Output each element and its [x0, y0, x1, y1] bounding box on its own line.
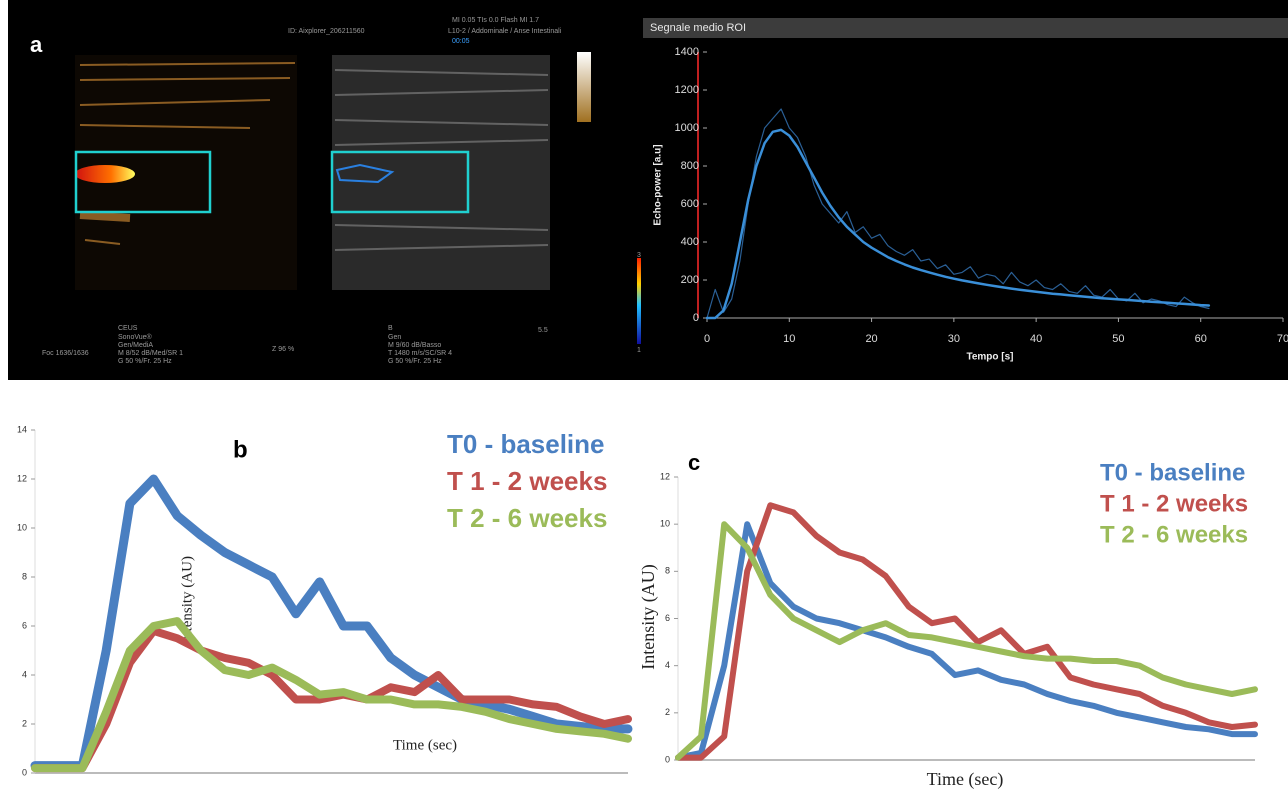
y-tick-label: 8: [665, 566, 670, 576]
y-tick-label: 1400: [675, 46, 699, 58]
y-tick-label: 2: [665, 707, 670, 717]
series-line: [31, 626, 632, 773]
overlay-text: SonoVue®: [118, 333, 153, 341]
x-tick-label: 20: [865, 333, 877, 345]
y-tick-label: 2: [22, 718, 27, 728]
y-tick-label: 12: [17, 473, 27, 483]
legend-entry: T 1 - 2 weeks: [447, 466, 607, 496]
x-axis-label: Tempo [s]: [966, 352, 1013, 363]
legend-entry: T 1 - 2 weeks: [1100, 490, 1248, 517]
series-line: [30, 474, 633, 771]
y-tick-label: 6: [665, 613, 670, 623]
series-line: [705, 128, 1211, 320]
overlay-text: Foc 1636/1636: [42, 350, 89, 357]
overlay-text: M 8/52 dB/Med/SR 1: [118, 350, 183, 357]
y-tick-label: 14: [17, 424, 27, 434]
overlay-text: Z 96 %: [272, 346, 294, 353]
y-tick-label: 10: [17, 522, 27, 532]
legend-entry: T0 - baseline: [1100, 459, 1245, 486]
x-tick-label: 60: [1195, 333, 1207, 345]
legend-entry: T 2 - 6 weeks: [447, 503, 607, 533]
panel-label: b: [233, 436, 248, 463]
series-line: [675, 521, 1258, 761]
bmode-texture: [334, 69, 549, 251]
panel-label: c: [688, 450, 700, 475]
overlay-text: 3: [637, 252, 641, 259]
overlay-text: M 9/60 dB/Basso: [388, 342, 441, 349]
chart-header: [643, 18, 1288, 38]
y-tick-label: 8: [22, 571, 27, 581]
y-tick-label: 10: [660, 519, 670, 529]
y-tick-label: 0: [22, 767, 27, 777]
perfusion-blob: [75, 165, 135, 183]
legend-entry: T 2 - 6 weeks: [1100, 521, 1248, 548]
overlay-text: 5.5: [538, 327, 548, 334]
y-tick-label: 0: [693, 312, 699, 324]
overlay-text: G 50 %/Fr. 25 Hz: [118, 358, 172, 365]
roi-box: [330, 150, 470, 214]
legend-entry: T0 - baseline: [447, 429, 605, 459]
series-line: [675, 502, 1258, 761]
x-axis-label: Time (sec): [393, 737, 457, 753]
y-tick-label: 200: [681, 274, 699, 286]
overlay-text: G 50 %/Fr. 25 Hz: [388, 358, 442, 365]
x-axis-label: Time (sec): [927, 769, 1004, 790]
x-tick-label: 40: [1030, 333, 1042, 345]
y-axis-label: Intensity (AU): [638, 564, 659, 669]
overlay-text: T 1480 m/s/SC/SR 4: [388, 350, 452, 357]
overlay-text: 00:05: [452, 38, 470, 45]
y-axis-label: Intensity (AU): [179, 556, 195, 644]
overlay-text: Gen/MediA: [118, 342, 153, 349]
y-axis-label: Echo-power [a.u]: [653, 144, 664, 225]
y-tick-label: 1200: [675, 84, 699, 96]
y-tick-label: 0: [665, 754, 670, 764]
overlay-text: Gen: [388, 334, 401, 341]
y-tick-label: 1000: [675, 122, 699, 134]
overlay-text: B: [388, 325, 393, 332]
x-tick-label: 10: [783, 333, 795, 345]
panel-label: a: [30, 32, 43, 57]
roi-outline: [335, 163, 395, 184]
overlay-text: ID: Aixplorer_206211560: [288, 28, 365, 35]
series-line: [31, 617, 632, 773]
overlay-text: L10-2 / Addominale / Anse Intestinali: [448, 28, 562, 35]
y-tick-label: 600: [681, 198, 699, 210]
gray-scale-bar: [577, 52, 591, 122]
overlay-text: MI 0.05 TIs 0.0 Flash MI 1.7: [452, 17, 539, 24]
roi-box: [74, 150, 212, 214]
y-tick-label: 4: [665, 660, 670, 670]
y-tick-label: 800: [681, 160, 699, 172]
y-tick-label: 4: [22, 669, 27, 679]
x-tick-label: 30: [948, 333, 960, 345]
ceus-texture: [79, 62, 296, 245]
color-scale-bar: [637, 258, 641, 344]
overlay-text: CEUS: [118, 325, 138, 332]
y-tick-label: 400: [681, 236, 699, 248]
x-tick-label: 0: [704, 333, 710, 345]
series-line: [675, 521, 1258, 761]
y-tick-label: 12: [660, 471, 670, 481]
x-tick-label: 70: [1277, 333, 1288, 345]
x-tick-label: 50: [1112, 333, 1124, 345]
overlay-text: 1: [637, 347, 641, 354]
chart-title: Segnale medio ROI: [650, 22, 746, 34]
y-tick-label: 6: [22, 620, 27, 630]
